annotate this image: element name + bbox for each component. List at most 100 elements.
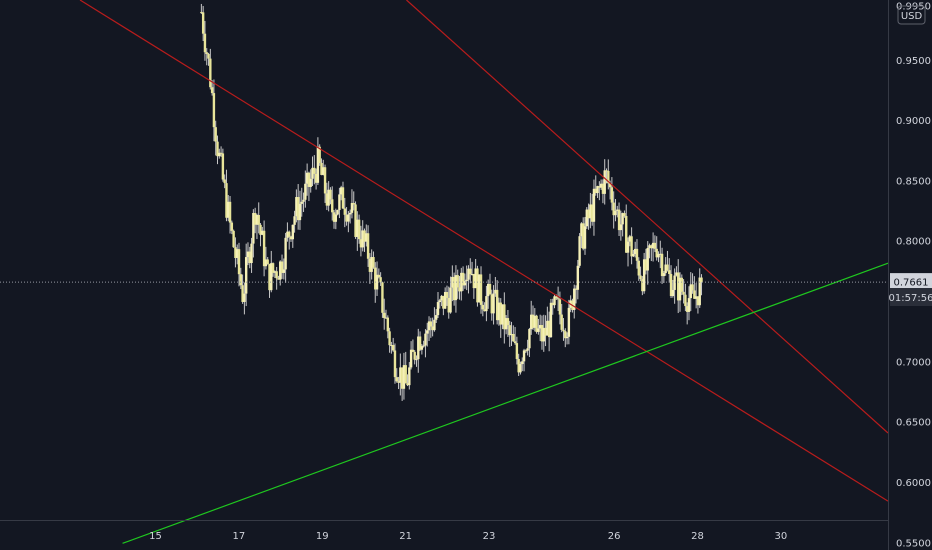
candle-body (653, 242, 657, 249)
candle-body (460, 272, 463, 292)
candle-body (623, 213, 626, 216)
candle-body (253, 213, 257, 225)
candle-body (429, 321, 433, 327)
candle-body (610, 187, 614, 203)
candle-body (458, 287, 461, 292)
candle-body (590, 204, 594, 222)
candle-body (243, 293, 246, 302)
candle-body (289, 236, 293, 240)
candle-body (356, 219, 359, 237)
candle-body (372, 257, 375, 268)
candle-body (648, 245, 651, 249)
currency-badge[interactable] (897, 5, 926, 25)
candle-body (420, 346, 424, 350)
candle-body (461, 272, 465, 286)
candle-body (386, 317, 390, 332)
candle-body (417, 336, 420, 360)
candle-body (357, 219, 361, 240)
candle-body (415, 359, 418, 361)
candle-body (424, 333, 427, 346)
candle-body (273, 271, 277, 273)
candle-body (237, 249, 241, 275)
candle-body (307, 172, 311, 187)
candle-body (207, 53, 210, 59)
candle-body (526, 348, 529, 351)
candle-body (275, 271, 278, 279)
candle-body (607, 170, 610, 184)
candle-body (646, 248, 649, 271)
candle-body (589, 204, 592, 219)
candle-body (336, 210, 339, 215)
candle-body (700, 277, 703, 283)
support-trendline[interactable] (122, 262, 889, 544)
candle-body (694, 296, 698, 299)
candle-body (671, 289, 675, 297)
candle-body (447, 297, 450, 313)
candle-body (533, 315, 537, 328)
candle-body (693, 290, 696, 299)
candle-body (549, 302, 553, 338)
candle-body (286, 231, 289, 238)
candle-body (384, 317, 388, 319)
candle-body (635, 248, 639, 261)
candle-body (402, 365, 406, 389)
candle-body (365, 233, 368, 242)
candle-body (282, 269, 286, 273)
candle-body (601, 183, 605, 194)
candle-body (494, 289, 497, 294)
candle-body (257, 214, 260, 225)
candle-body (544, 327, 547, 336)
candle-body (528, 329, 531, 349)
y-tick-label: 0.5500 (896, 538, 931, 549)
candle-body (685, 306, 689, 312)
candle-body (642, 259, 646, 292)
candle-body (469, 268, 472, 275)
x-tick-label: 15 (149, 531, 162, 542)
candle-body (280, 261, 284, 273)
candle-body (350, 202, 354, 213)
candle-body (343, 208, 346, 215)
candle-body (555, 296, 558, 299)
candle-body (354, 204, 357, 237)
candle-body (393, 350, 397, 378)
candle-body (644, 259, 648, 271)
candle-body (230, 222, 234, 231)
candle-body (538, 325, 542, 329)
resistance-trendline[interactable] (79, 0, 889, 502)
candle-body (339, 187, 343, 195)
candle-body (630, 236, 633, 257)
candle-body (266, 259, 269, 265)
candle-body (551, 302, 554, 306)
candles (200, 3, 703, 401)
candle-body (558, 299, 562, 315)
candle-body (616, 209, 619, 211)
candle-body (300, 201, 303, 204)
trendlines (79, 0, 889, 544)
candle-body (655, 248, 658, 258)
candle-body (262, 230, 266, 267)
candle-body (573, 288, 576, 310)
candle-body (675, 272, 678, 276)
candle-body (664, 264, 667, 274)
y-tick-label: 0.6000 (896, 478, 931, 489)
candle-body (322, 167, 325, 175)
candle-body (320, 162, 323, 175)
candle-body (270, 263, 273, 291)
candle-body (313, 167, 316, 174)
candle-body (331, 199, 334, 213)
candle-body (537, 328, 540, 332)
candle-body (277, 278, 280, 280)
countdown-box (890, 288, 932, 306)
candle-body (259, 224, 262, 235)
candle-body (338, 194, 341, 211)
y-tick-label: 0.9000 (896, 116, 931, 127)
resistance-trendline[interactable] (406, 0, 889, 434)
candle-body (375, 274, 379, 290)
candle-body (603, 170, 606, 194)
candle-body (232, 230, 235, 248)
x-axis[interactable]: 15 17 19 21 23 26 28 30 (149, 531, 787, 542)
candle-body (261, 230, 264, 235)
candle-body (451, 276, 454, 288)
candle-body (486, 283, 490, 297)
